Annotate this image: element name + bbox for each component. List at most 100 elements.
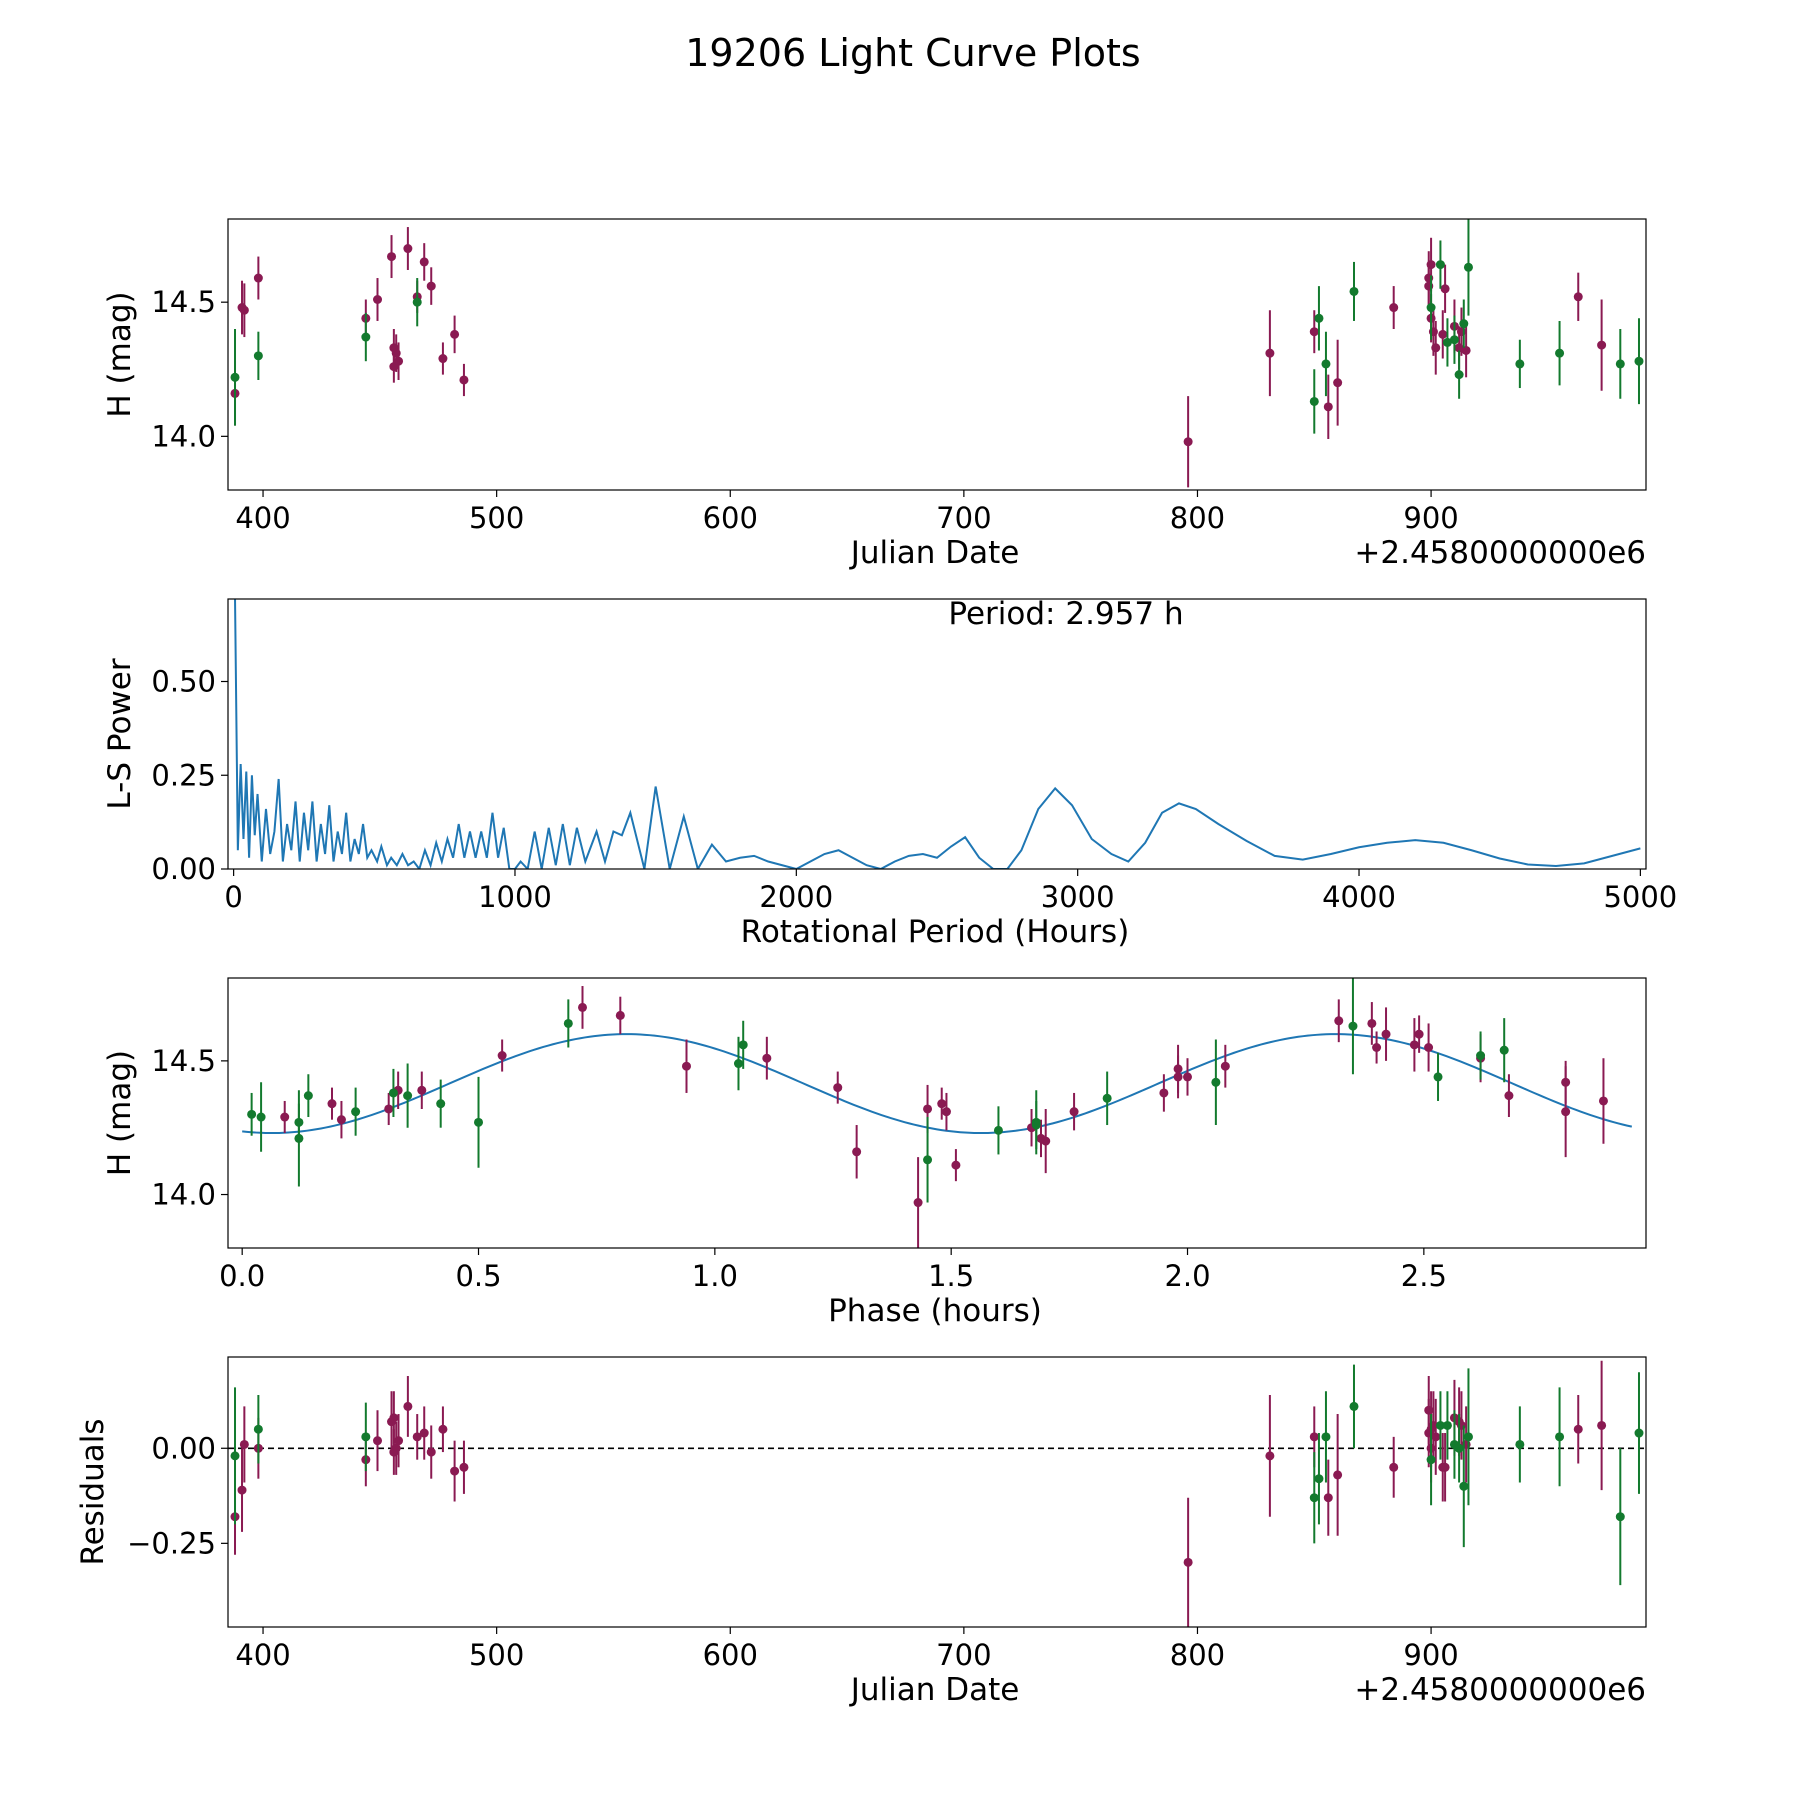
data-point [1389, 1462, 1399, 1472]
data-point [351, 1107, 361, 1117]
data-point [253, 1424, 263, 1434]
data-point [294, 1117, 304, 1127]
data-point [1323, 1493, 1333, 1503]
data-point [1440, 1462, 1450, 1472]
data-point [1440, 284, 1450, 294]
data-point [833, 1083, 843, 1093]
data-point [1454, 1443, 1464, 1453]
data-point [389, 1413, 399, 1423]
data-point [438, 1424, 448, 1434]
data-point [1431, 343, 1441, 353]
data-point [387, 252, 397, 262]
data-point [1431, 1432, 1441, 1442]
x-axis-label: Rotational Period (Hours) [741, 914, 1130, 950]
data-point [1323, 402, 1333, 412]
phased-series-r [280, 986, 1608, 1248]
data-point [1348, 1021, 1358, 1031]
periodogram-plot-area [234, 599, 1641, 869]
data-point [474, 1117, 484, 1127]
data-point [923, 1155, 933, 1165]
data-point [388, 1088, 398, 1098]
periodogram-frame [227, 598, 1647, 870]
residuals-panel: 400 500 600 700 800 900 0.00 −0.25 Julian Date Re… [75, 1356, 1647, 1708]
data-point [1414, 1029, 1424, 1039]
data-point [1442, 1420, 1452, 1430]
data-point [1183, 1557, 1193, 1567]
data-point [438, 354, 448, 364]
data-point [1463, 262, 1473, 272]
data-point [1349, 286, 1359, 296]
x-tick-label: 900 [1403, 1638, 1458, 1672]
x-tick-label: 0.5 [455, 1259, 501, 1293]
data-point [1573, 1424, 1583, 1434]
data-point [419, 257, 429, 267]
data-point [1597, 340, 1607, 350]
data-point [1454, 370, 1464, 380]
data-point [937, 1099, 947, 1109]
y-tick-label: 0.00 [151, 1431, 216, 1465]
lightcurve-series-g [230, 219, 1644, 434]
x-tick-label: 1.0 [692, 1259, 738, 1293]
model-fit-curve [242, 1033, 1633, 1135]
data-point [1102, 1093, 1112, 1103]
data-point [563, 1018, 573, 1028]
residuals-series-g [230, 1364, 1644, 1586]
data-point [1334, 1016, 1344, 1026]
data-point [578, 1002, 587, 1012]
data-point [1333, 378, 1343, 388]
data-point [327, 1099, 337, 1109]
data-point [738, 1040, 748, 1050]
x-tick-label: 1.5 [928, 1259, 974, 1293]
x-tick-label: 900 [1403, 501, 1458, 535]
x-tick-label: 500 [469, 1638, 524, 1672]
data-point [1459, 1481, 1469, 1491]
x-tick-label: 800 [1170, 501, 1225, 535]
x-tick-label: 600 [703, 501, 758, 535]
data-point [1309, 1432, 1319, 1442]
data-point [941, 1107, 951, 1117]
data-point [303, 1091, 313, 1101]
data-point [256, 1112, 266, 1122]
data-point [403, 1091, 413, 1101]
data-point [1461, 345, 1471, 355]
y-axis-label: L-S Power [102, 658, 138, 809]
data-point [1409, 1040, 1419, 1050]
periodogram-curve [234, 599, 1641, 869]
data-point [1561, 1107, 1571, 1117]
data-point [417, 1085, 427, 1095]
data-point [1372, 1043, 1382, 1053]
data-point [394, 1436, 404, 1446]
data-point [497, 1051, 507, 1061]
data-point [681, 1061, 691, 1071]
x-tick-label: 0 [224, 880, 242, 914]
data-point [1463, 1432, 1473, 1442]
residuals-frame [227, 1356, 1647, 1628]
data-point [1183, 437, 1193, 447]
data-point [923, 1104, 933, 1114]
x-tick-label: 800 [1170, 1638, 1225, 1672]
y-tick-label: −0.25 [127, 1526, 216, 1560]
data-point [1433, 1072, 1443, 1082]
data-point [1435, 260, 1445, 270]
data-point [412, 1432, 422, 1442]
data-point [1555, 348, 1565, 358]
data-point [1389, 303, 1399, 313]
x-tick-label: 700 [936, 1638, 991, 1672]
data-point [403, 1401, 413, 1411]
lightcurve-plot-area [230, 219, 1644, 488]
data-point [852, 1147, 862, 1157]
lightcurve-panel: 400 500 600 700 800 900 14.0 14.5 Julian Date H (… [102, 218, 1647, 571]
data-point [1426, 1455, 1436, 1465]
y-axis-label: H (mag) [102, 1050, 138, 1176]
data-point [762, 1053, 772, 1063]
data-point [450, 329, 460, 339]
data-point [1573, 292, 1583, 302]
x-tick-label: 400 [235, 501, 290, 535]
data-point [1615, 1512, 1625, 1522]
y-axis-label: Residuals [75, 1418, 111, 1565]
data-point [733, 1059, 743, 1069]
data-point [1211, 1077, 1221, 1087]
data-point [1424, 1043, 1434, 1053]
data-point [426, 1447, 436, 1457]
periodogram-panel: 0 1000 2000 3000 4000 5000 0.00 0.25 0.50 Rotatio… [102, 596, 1677, 950]
